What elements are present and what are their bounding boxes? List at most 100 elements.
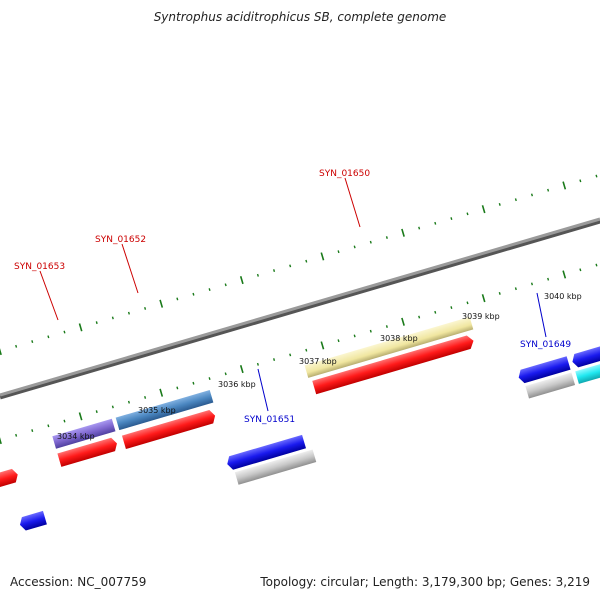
minor-tick xyxy=(595,263,598,267)
minor-tick xyxy=(337,250,340,254)
cds-forward-red-c xyxy=(121,409,216,450)
minor-tick xyxy=(418,226,421,230)
minor-tick xyxy=(192,381,195,385)
minor-tick xyxy=(47,335,50,339)
major-tick xyxy=(78,412,83,421)
leader-line xyxy=(344,177,361,228)
cds-forward-steelblue xyxy=(115,390,214,431)
minor-tick xyxy=(176,386,179,390)
cds-reverse-blue-d xyxy=(572,328,600,368)
minor-tick xyxy=(466,301,469,305)
minor-tick xyxy=(514,287,517,291)
cds-reverse-blue-c xyxy=(518,356,571,384)
minor-tick xyxy=(63,330,66,334)
minor-tick xyxy=(369,329,372,333)
kbp-label: 3034 kbp xyxy=(57,432,95,441)
major-tick xyxy=(0,348,2,356)
cds-reverse-gray-b xyxy=(525,372,576,399)
minor-tick xyxy=(530,193,534,197)
major-tick xyxy=(239,276,244,285)
minor-tick xyxy=(385,325,388,328)
backbone-shadow xyxy=(0,218,600,400)
minor-tick xyxy=(353,245,356,249)
minor-tick xyxy=(144,306,147,310)
cds-forward-yellow xyxy=(304,316,474,378)
cds-reverse-cyan xyxy=(575,344,600,384)
gene-label-reverse: SYN_01651 xyxy=(244,415,295,425)
genome-title: Syntrophus aciditrophicus SB, complete g… xyxy=(153,10,447,24)
kbp-label: 3037 kbp xyxy=(299,357,337,366)
minor-tick xyxy=(127,311,131,315)
minor-tick xyxy=(176,297,179,301)
minor-tick xyxy=(337,339,340,343)
major-tick xyxy=(481,294,486,303)
minor-tick xyxy=(547,188,550,192)
minor-tick xyxy=(31,429,34,432)
cds-reverse-blue-b xyxy=(227,434,306,470)
minor-tick xyxy=(353,334,356,338)
major-tick xyxy=(159,299,164,308)
minor-tick xyxy=(111,316,114,320)
minor-tick xyxy=(192,292,195,296)
minor-tick xyxy=(434,310,437,314)
kbp-label: 3038 kbp xyxy=(380,334,418,343)
minor-tick xyxy=(579,268,582,272)
reverse-tick-track xyxy=(0,263,598,445)
gene-label-forward: SYN_01652 xyxy=(95,235,146,245)
leader-line xyxy=(39,270,59,321)
backbone xyxy=(0,217,600,397)
minor-tick xyxy=(256,362,259,366)
minor-tick xyxy=(450,217,453,221)
minor-tick xyxy=(47,424,50,428)
minor-tick xyxy=(63,419,66,423)
minor-tick xyxy=(305,348,308,352)
leader-line xyxy=(121,243,139,294)
major-tick xyxy=(0,437,2,445)
minor-tick xyxy=(466,212,469,216)
major-tick xyxy=(239,365,244,374)
minor-tick xyxy=(224,372,227,376)
kbp-label: 3040 kbp xyxy=(544,292,582,301)
minor-tick xyxy=(450,306,453,310)
gene-label-forward: SYN_01650 xyxy=(319,169,370,179)
minor-tick xyxy=(418,315,421,319)
minor-tick xyxy=(224,283,227,287)
minor-tick xyxy=(31,340,34,343)
forward-tick-track xyxy=(0,174,598,356)
minor-tick xyxy=(15,433,18,437)
minor-tick xyxy=(273,269,276,273)
major-tick xyxy=(481,205,486,214)
minor-tick xyxy=(15,344,18,348)
minor-tick xyxy=(95,410,98,414)
minor-tick xyxy=(144,395,147,399)
gene-label-reverse: SYN_01649 xyxy=(520,340,571,350)
major-tick xyxy=(562,270,567,279)
minor-tick xyxy=(95,321,98,325)
minor-tick xyxy=(127,400,131,404)
minor-tick xyxy=(498,202,501,206)
gene-label-forward: SYN_01653 xyxy=(14,262,65,272)
cds-reverse-blue-a xyxy=(19,510,47,531)
minor-tick xyxy=(256,273,259,277)
cds-forward-red-b xyxy=(57,437,117,467)
minor-tick xyxy=(514,198,517,202)
cds-forward-purple xyxy=(52,418,116,449)
minor-tick xyxy=(273,358,276,362)
minor-tick xyxy=(305,259,308,263)
minor-tick xyxy=(579,179,582,183)
cds-reverse-gray-a xyxy=(234,449,317,485)
minor-tick xyxy=(208,288,211,291)
minor-tick xyxy=(498,291,501,295)
major-tick xyxy=(401,228,405,237)
leader-line xyxy=(257,368,269,412)
minor-tick xyxy=(530,282,534,286)
minor-tick xyxy=(595,174,598,178)
major-tick xyxy=(320,341,325,350)
accession-text: Accession: NC_007759 xyxy=(10,575,147,589)
minor-tick xyxy=(289,264,292,268)
cds-forward-red-d xyxy=(312,335,474,395)
minor-tick xyxy=(434,221,437,225)
topology-summary: Topology: circular; Length: 3,179,300 bp… xyxy=(260,575,590,589)
minor-tick xyxy=(547,277,550,281)
